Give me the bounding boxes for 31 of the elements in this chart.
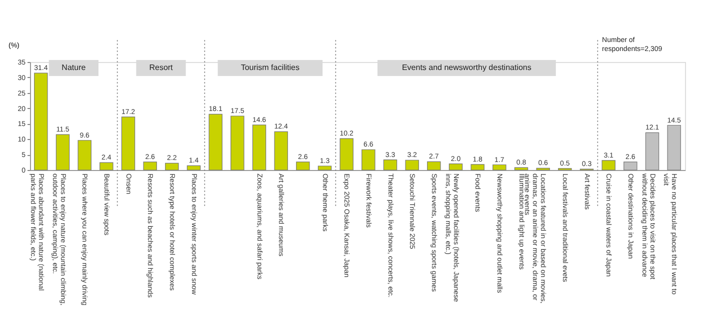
bar xyxy=(143,162,157,170)
annotation: Resort xyxy=(149,63,174,72)
annotation: Nature xyxy=(62,63,86,72)
bar xyxy=(448,164,463,170)
bar xyxy=(362,149,376,170)
annotation: Tourism facilities xyxy=(240,63,300,72)
bar xyxy=(383,160,398,170)
bar xyxy=(340,138,354,170)
annotation: Events and newsworthy destinations xyxy=(402,63,532,72)
bar xyxy=(492,164,506,170)
bar xyxy=(405,160,419,170)
bar xyxy=(624,162,638,170)
bar xyxy=(121,116,136,170)
bar xyxy=(514,167,528,170)
bar xyxy=(602,160,616,170)
bar xyxy=(165,162,179,170)
bar xyxy=(56,134,70,170)
bar xyxy=(318,166,332,170)
bar xyxy=(208,114,222,170)
bar xyxy=(427,161,441,170)
bar xyxy=(667,124,681,170)
bar xyxy=(34,72,48,170)
bar xyxy=(252,124,266,170)
bar xyxy=(470,164,484,170)
bar xyxy=(78,140,92,170)
bar xyxy=(296,162,310,170)
bar xyxy=(230,116,244,170)
bar xyxy=(186,165,201,170)
bar xyxy=(645,132,660,170)
bar xyxy=(100,162,114,170)
bar xyxy=(274,131,288,170)
